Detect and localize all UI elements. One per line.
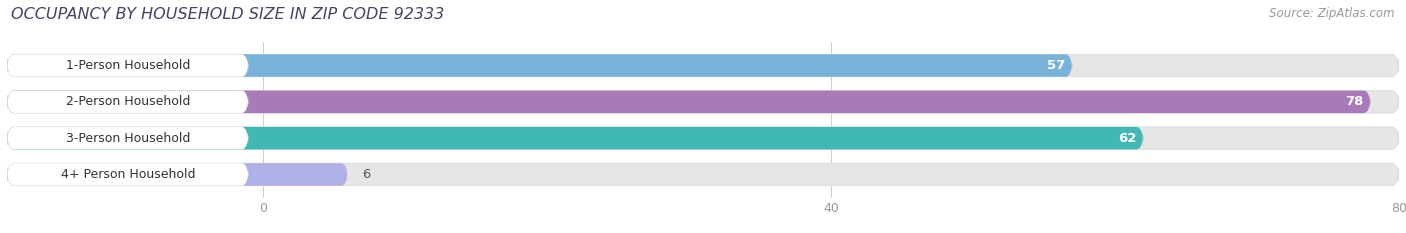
FancyBboxPatch shape [7,163,249,186]
FancyBboxPatch shape [7,91,1371,113]
FancyBboxPatch shape [7,163,1399,186]
Text: 1-Person Household: 1-Person Household [66,59,190,72]
FancyBboxPatch shape [7,54,249,77]
FancyBboxPatch shape [7,127,1399,149]
Text: 6: 6 [363,168,371,181]
FancyBboxPatch shape [7,127,249,149]
Text: 4+ Person Household: 4+ Person Household [60,168,195,181]
Text: 57: 57 [1047,59,1066,72]
Text: 78: 78 [1346,95,1364,108]
Text: 2-Person Household: 2-Person Household [66,95,190,108]
FancyBboxPatch shape [7,163,347,186]
Text: Source: ZipAtlas.com: Source: ZipAtlas.com [1270,7,1395,20]
FancyBboxPatch shape [7,54,1073,77]
FancyBboxPatch shape [7,91,1399,113]
Text: 62: 62 [1118,132,1136,145]
Text: OCCUPANCY BY HOUSEHOLD SIZE IN ZIP CODE 92333: OCCUPANCY BY HOUSEHOLD SIZE IN ZIP CODE … [11,7,444,22]
FancyBboxPatch shape [7,54,1399,77]
Text: 3-Person Household: 3-Person Household [66,132,190,145]
FancyBboxPatch shape [7,127,1143,149]
FancyBboxPatch shape [7,91,249,113]
